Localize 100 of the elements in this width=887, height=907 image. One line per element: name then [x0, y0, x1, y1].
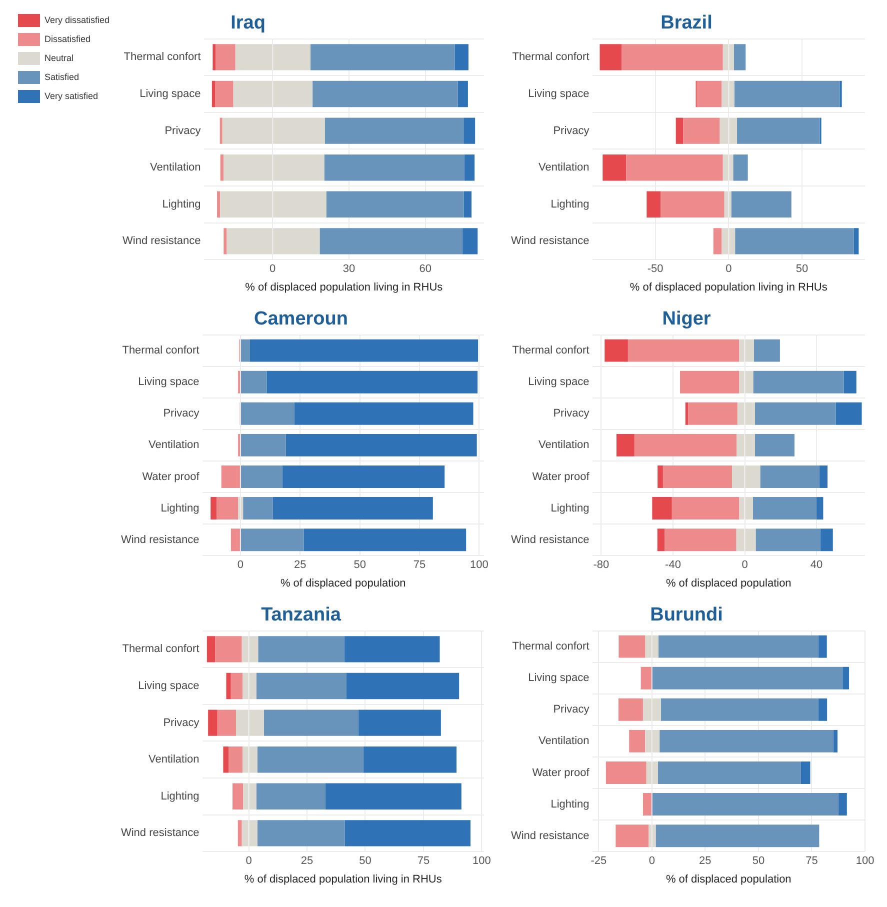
- legend-label: Neutral: [44, 52, 74, 63]
- x-tick-label: -25: [590, 855, 607, 868]
- bar: [634, 434, 737, 456]
- bar: [658, 762, 801, 784]
- bar: [604, 339, 628, 362]
- x-tick-label: 50: [752, 855, 765, 868]
- bar: [216, 44, 236, 70]
- bar: [713, 228, 722, 254]
- x-tick-label: -40: [665, 559, 681, 572]
- y-tick-label: Water proof: [532, 766, 590, 779]
- bar: [282, 466, 445, 488]
- y-tick-label: Privacy: [553, 408, 590, 420]
- x-tick-label: 50: [796, 263, 808, 276]
- bar: [286, 434, 477, 456]
- legend-label: Very dissatisfied: [44, 14, 110, 25]
- bar: [733, 154, 748, 181]
- bar: [652, 497, 672, 520]
- x-tick-label: 100: [470, 559, 488, 572]
- x-tick-label: 0: [742, 559, 748, 572]
- bar: [215, 636, 242, 662]
- y-tick-label: Thermal confort: [512, 640, 590, 653]
- bar: [226, 672, 231, 700]
- y-tick-label: Privacy: [164, 124, 202, 137]
- y-tick-label: Living space: [528, 88, 590, 100]
- bar: [820, 528, 833, 552]
- chart-title: Tanzania: [261, 604, 342, 626]
- y-tick-label: Lighting: [160, 790, 200, 802]
- bar: [464, 154, 475, 181]
- bar: [256, 672, 346, 700]
- bar: [250, 339, 478, 362]
- y-tick-label: Lighting: [550, 198, 590, 210]
- bar: [660, 730, 834, 752]
- y-tick-label: Water proof: [532, 470, 590, 483]
- bar: [208, 710, 218, 736]
- y-tick-label: Ventilation: [538, 735, 590, 748]
- chart-title: Iraq: [230, 12, 266, 34]
- x-tick-label: -50: [647, 263, 664, 276]
- bar: [756, 528, 820, 552]
- bar: [256, 783, 326, 810]
- bar: [685, 402, 688, 425]
- chart-title: Brazil: [660, 12, 712, 34]
- bar: [602, 154, 626, 181]
- bar: [618, 635, 646, 658]
- bar: [224, 228, 227, 254]
- x-tick-label: -80: [593, 559, 610, 572]
- bar: [230, 672, 243, 700]
- bar: [657, 528, 665, 552]
- bar: [735, 228, 854, 254]
- bar: [243, 497, 273, 520]
- bar: [238, 820, 242, 846]
- bar: [731, 191, 792, 218]
- bar: [680, 370, 740, 394]
- bar: [464, 118, 476, 144]
- x-tick-label: 75: [413, 559, 426, 572]
- bar: [660, 698, 819, 721]
- bar: [616, 434, 634, 456]
- bar: [325, 783, 462, 810]
- x-tick-label: 25: [699, 855, 712, 868]
- x-tick-label: 40: [810, 559, 823, 572]
- bar: [652, 793, 838, 816]
- y-tick-label: Ventilation: [148, 439, 200, 452]
- y-tick-label: Privacy: [163, 716, 200, 729]
- bar: [240, 339, 250, 362]
- bar: [212, 80, 215, 108]
- bar: [216, 497, 238, 520]
- bar: [346, 672, 460, 700]
- bar: [800, 762, 810, 784]
- bar: [652, 666, 843, 690]
- bar: [454, 44, 468, 70]
- bar: [844, 370, 856, 394]
- bar: [819, 466, 828, 488]
- bar: [600, 44, 622, 70]
- bar: [734, 44, 746, 70]
- x-tick-label: 75: [417, 855, 430, 868]
- bar: [662, 466, 732, 488]
- bar: [206, 636, 216, 662]
- y-tick-label: Wind resistance: [510, 830, 590, 842]
- bar: [606, 762, 646, 784]
- x-tick-label: 0: [648, 855, 655, 868]
- bar: [626, 154, 723, 181]
- bar: [210, 497, 217, 520]
- bar: [217, 191, 220, 218]
- bar: [658, 635, 818, 658]
- y-tick-label: Lighting: [550, 798, 590, 810]
- chart-title: Niger: [662, 308, 712, 330]
- x-tick-label: 30: [342, 263, 356, 276]
- y-tick-label: Thermal confort: [512, 51, 590, 64]
- bar: [232, 783, 243, 810]
- bar: [622, 44, 723, 70]
- bar: [240, 528, 304, 552]
- bar: [240, 434, 286, 456]
- y-tick-label: Wind resistance: [510, 235, 590, 248]
- bar: [628, 339, 740, 362]
- y-tick-label: Ventilation: [538, 162, 590, 174]
- x-tick-label: 0: [246, 855, 252, 868]
- y-tick-label: Water proof: [142, 470, 200, 483]
- bar: [842, 666, 850, 690]
- bar: [754, 339, 780, 362]
- y-tick-label: Thermal confort: [122, 643, 200, 656]
- bar: [326, 191, 464, 218]
